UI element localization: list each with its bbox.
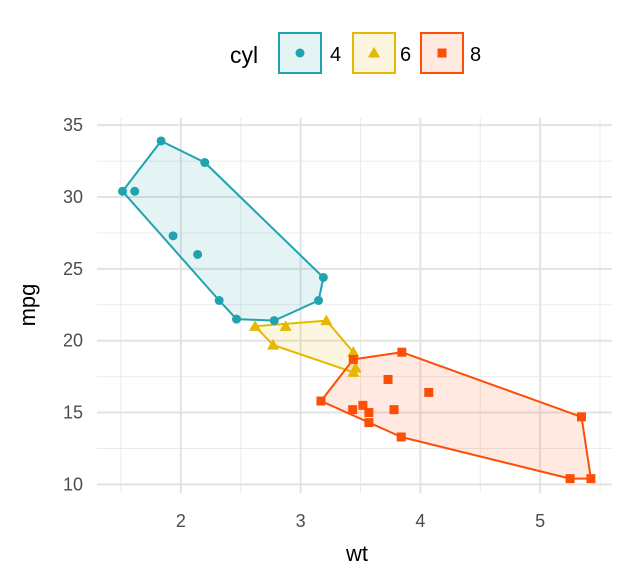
point-cyl-8: [358, 400, 368, 410]
legend-title: cyl: [230, 42, 258, 68]
x-tick-label: 2: [176, 511, 186, 531]
point-cyl-8: [424, 387, 434, 397]
point-cyl-8: [586, 474, 596, 484]
point-cyl-8: [389, 405, 399, 415]
x-axis-title: wt: [345, 541, 368, 566]
hull-cyl-4: [121, 140, 325, 322]
y-tick-label: 15: [63, 403, 83, 423]
point-cyl-4: [193, 249, 203, 259]
legend-marker-8: [437, 48, 447, 58]
y-tick-label: 30: [63, 187, 83, 207]
point-cyl-4: [318, 272, 328, 282]
point-layer: [118, 136, 596, 484]
point-cyl-6: [347, 346, 360, 357]
point-cyl-8: [576, 412, 586, 422]
point-cyl-8: [396, 432, 406, 442]
point-cyl-6: [320, 314, 333, 326]
y-tick-label: 35: [63, 115, 83, 135]
y-tick-label: 20: [63, 331, 83, 351]
point-cyl-4: [118, 186, 128, 196]
hull-cyl-8: [320, 351, 592, 480]
legend-label-6: 6: [400, 44, 411, 66]
point-cyl-8: [364, 408, 374, 418]
x-tick-label: 4: [415, 511, 425, 531]
tick-layer: 2 3 4 5 10 15 20 25 30 35: [63, 115, 545, 531]
point-cyl-6: [347, 366, 360, 377]
point-cyl-8: [397, 347, 407, 357]
y-tick-label: 10: [63, 474, 83, 494]
point-cyl-8: [565, 474, 575, 484]
y-axis-title: mpg: [15, 284, 40, 327]
x-tick-label: 3: [296, 511, 306, 531]
point-cyl-4: [214, 295, 224, 305]
legend-marker-4: [295, 48, 305, 58]
point-cyl-8: [364, 418, 374, 428]
hull-layer: [121, 140, 592, 480]
grid: [97, 118, 612, 493]
legend: cyl 4 6 8: [230, 32, 481, 74]
point-cyl-8: [348, 354, 358, 364]
point-cyl-8: [348, 405, 358, 415]
point-cyl-8: [383, 374, 393, 384]
y-tick-label: 25: [63, 259, 83, 279]
point-cyl-4: [130, 186, 140, 196]
point-cyl-4: [269, 316, 279, 326]
point-cyl-4: [200, 158, 210, 168]
legend-label-8: 8: [470, 44, 481, 66]
point-cyl-6: [266, 338, 280, 350]
legend-label-4: 4: [330, 44, 341, 66]
point-cyl-6: [249, 320, 262, 331]
x-tick-label: 5: [535, 511, 545, 531]
point-cyl-4: [168, 231, 178, 241]
point-cyl-4: [314, 295, 324, 305]
point-cyl-4: [232, 314, 242, 324]
point-cyl-8: [316, 396, 326, 406]
point-cyl-6: [279, 320, 292, 331]
legend-marker-6: [367, 46, 381, 58]
point-cyl-4: [156, 136, 166, 146]
